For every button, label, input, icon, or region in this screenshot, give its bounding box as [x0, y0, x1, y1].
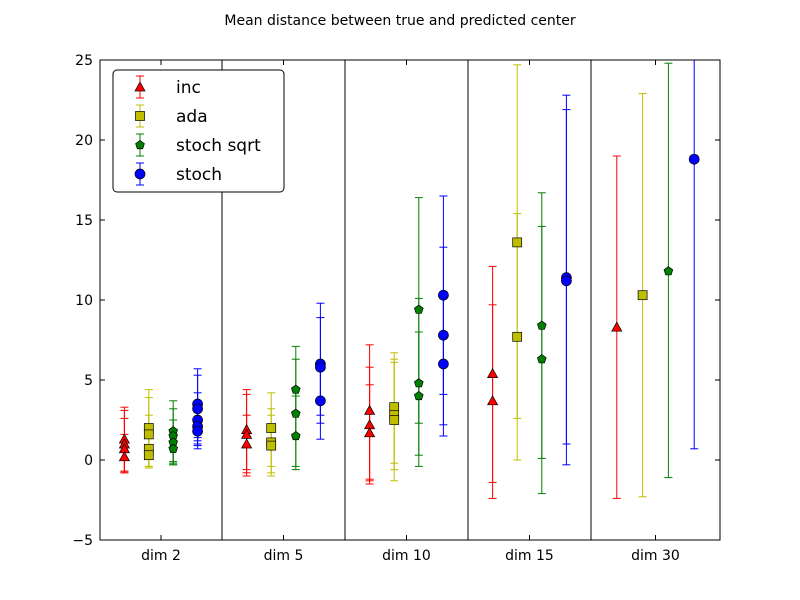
- panel-data: [487, 64, 572, 499]
- data-point: [537, 354, 547, 364]
- y-tick-label: 0: [84, 453, 93, 469]
- y-axis: −5 0 5 10 15 20 25: [72, 53, 720, 549]
- panel-data: [118, 368, 203, 474]
- series-inc: [241, 389, 253, 477]
- legend-box: [112, 69, 285, 193]
- series-inc: [364, 344, 376, 485]
- legend-marker: [134, 81, 146, 92]
- data-point: [438, 329, 449, 341]
- data-point: [241, 438, 253, 449]
- data-point: [389, 402, 400, 413]
- legend-label: inc: [176, 78, 201, 98]
- panel-dim-2: dim 2: [99, 59, 223, 564]
- series-stoch: [192, 368, 203, 450]
- series-inc: [118, 406, 130, 474]
- series-inc: [487, 265, 499, 499]
- x-tick-label: dim 2: [141, 548, 181, 564]
- x-tick-label: dim 5: [264, 548, 304, 564]
- data-point: [663, 266, 674, 276]
- series-ada: [637, 93, 648, 498]
- data-point: [266, 440, 277, 451]
- x-tick-label: dim 15: [505, 548, 554, 564]
- series-stoch: [438, 195, 449, 437]
- series-ada: [389, 352, 400, 482]
- data-point: [688, 153, 700, 165]
- data-point: [143, 429, 154, 440]
- series-stoch-sqrt: [663, 62, 674, 479]
- series-ada: [266, 392, 277, 477]
- data-point: [512, 331, 523, 342]
- panel-dim-5: dim 5: [221, 59, 346, 564]
- data-point: [291, 384, 301, 394]
- panel-dim-15: dim 15: [467, 59, 592, 564]
- series-stoch: [315, 302, 326, 440]
- data-point: [561, 275, 572, 287]
- data-point: [414, 378, 424, 388]
- panel-dim-30: dim 30: [590, 59, 721, 564]
- data-point: [291, 408, 301, 418]
- legend-entry-stoch-sqrt: stoch sqrt: [135, 133, 261, 157]
- panel-data: [611, 60, 700, 499]
- series-stoch-sqrt: [414, 197, 424, 467]
- panel-data: [364, 195, 449, 485]
- panel-frame: [344, 59, 469, 541]
- y-tick-label: −5: [72, 533, 93, 549]
- data-point: [389, 415, 400, 425]
- legend-marker: [134, 168, 146, 180]
- chart-legend: inc ada stoch sqrt stoch: [112, 69, 285, 193]
- data-point: [315, 361, 326, 373]
- y-tick-label: 5: [84, 373, 93, 389]
- data-point: [414, 304, 424, 314]
- data-point: [364, 427, 376, 438]
- chart-title: Mean distance between true and predicted…: [224, 13, 575, 29]
- data-point: [637, 290, 648, 301]
- x-tick-label: dim 10: [382, 548, 431, 564]
- data-point: [168, 443, 178, 453]
- data-point: [438, 358, 449, 370]
- data-point: [266, 423, 277, 433]
- data-point: [414, 390, 424, 401]
- chart-panels: dim 2 dim 5 dim 10 dim 15 dim 30: [99, 59, 721, 564]
- data-point: [291, 430, 301, 441]
- legend-label: stoch: [176, 165, 222, 185]
- data-point: [192, 403, 203, 415]
- data-point: [364, 404, 376, 415]
- series-stoch-sqrt: [537, 192, 547, 495]
- data-point: [611, 321, 623, 332]
- x-tick-label: dim 30: [631, 548, 680, 564]
- panel-dim-10: dim 10: [344, 59, 469, 564]
- series-ada: [512, 64, 523, 461]
- panel-frame: [590, 59, 721, 541]
- legend-marker: [135, 111, 145, 121]
- series-stoch: [561, 94, 572, 466]
- series-ada: [143, 389, 154, 469]
- panel-data: [241, 302, 326, 477]
- data-point: [537, 320, 547, 330]
- legend-entry-inc: inc: [134, 75, 201, 99]
- legend-label: stoch sqrt: [176, 136, 261, 156]
- data-point: [512, 237, 523, 248]
- y-tick-label: 10: [75, 293, 93, 309]
- series-stoch: [688, 60, 700, 450]
- data-point: [487, 395, 499, 406]
- y-tick-label: 20: [75, 133, 93, 149]
- data-point: [438, 289, 449, 301]
- data-point: [118, 451, 130, 462]
- legend-entry-ada: ada: [135, 104, 208, 128]
- data-point: [315, 395, 326, 407]
- y-tick-label: 25: [75, 53, 93, 69]
- data-point: [143, 450, 154, 461]
- legend-label: ada: [176, 107, 208, 127]
- legend-marker: [135, 139, 145, 150]
- data-point: [487, 367, 499, 378]
- panel-frame: [467, 59, 592, 541]
- y-tick-label: 15: [75, 213, 93, 229]
- data-point: [192, 425, 203, 437]
- series-stoch-sqrt: [291, 345, 301, 471]
- series-inc: [611, 155, 623, 499]
- series-stoch-sqrt: [168, 400, 178, 466]
- legend-entry-stoch: stoch: [134, 162, 222, 186]
